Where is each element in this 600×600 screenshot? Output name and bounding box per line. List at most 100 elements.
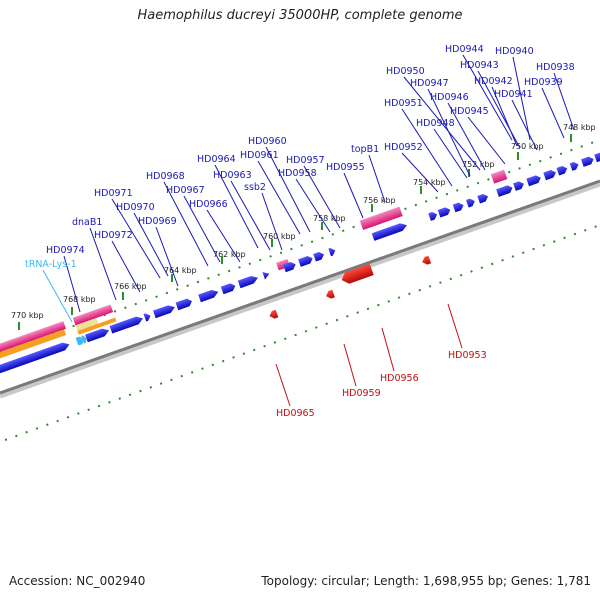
gene-label: HD0942	[474, 76, 513, 87]
gene-label-leader	[477, 70, 521, 149]
trna-label-leader	[42, 269, 73, 323]
gene-label: topB1	[351, 144, 379, 155]
gene-label: HD0967	[166, 185, 205, 196]
misc-feature	[490, 169, 508, 184]
gene-label-leader	[89, 227, 117, 301]
gene-label: dnaB1	[72, 217, 102, 228]
gene-label-leader	[214, 164, 259, 249]
reverse-gene-label-leader	[275, 363, 291, 407]
gene-label-leader	[553, 72, 575, 131]
cds-arrow	[543, 169, 556, 181]
backbone-shadow	[0, 181, 600, 399]
cds-arrow	[220, 283, 236, 295]
gene-label: HD0972	[94, 230, 133, 241]
cds-arrow	[371, 223, 407, 241]
gene-label: HD0958	[278, 168, 317, 179]
gene-label: HD0961	[240, 150, 279, 161]
gene-label-leader	[491, 86, 518, 147]
gene-label-leader	[261, 192, 283, 251]
gene-label-leader	[133, 212, 169, 277]
kbp-tick-label: 750 kbp	[511, 142, 544, 151]
gene-label-leader	[155, 226, 179, 287]
gene-label-leader	[63, 255, 81, 313]
reverse-cds-arrow	[269, 309, 279, 319]
reverse-cds-arrow	[422, 255, 432, 265]
gene-label-leader	[206, 209, 241, 263]
gene-label: HD0971	[94, 188, 133, 199]
cds-arrow	[237, 275, 259, 289]
gene-label: HD0939	[524, 77, 563, 88]
gene-label-leader	[303, 165, 341, 229]
gene-label: HD0944	[445, 44, 484, 55]
gene-label-leader	[462, 54, 513, 141]
kbp-tick-label: 760 kbp	[263, 232, 296, 241]
kbp-tick-label: 758 kbp	[313, 214, 346, 223]
kbp-tick-label: 756 kbp	[363, 196, 396, 205]
cds-arrow	[0, 342, 70, 375]
cds-arrow	[513, 181, 524, 191]
kbp-tick-label: 770 kbp	[11, 311, 44, 320]
gene-label: HD0948	[416, 118, 455, 129]
gene-label: HD0957	[286, 155, 325, 166]
cds-arrow	[298, 255, 313, 267]
gene-label: HD0951	[384, 98, 423, 109]
orange-feature	[0, 329, 67, 361]
cds-arrow	[85, 328, 110, 343]
cds-arrow	[452, 202, 464, 213]
feature-layer	[0, 151, 600, 375]
cds-arrow	[313, 251, 325, 262]
gene-label: HD0940	[495, 46, 534, 57]
gene-label-leader	[512, 56, 531, 141]
reverse-gene-label: HD0965	[276, 408, 315, 419]
map-title: Haemophilus ducreyi 35000HP, complete ge…	[137, 8, 463, 23]
cds-arrow	[262, 271, 270, 280]
kbp-tick-label: 768 kbp	[63, 295, 96, 304]
cds-arrow	[526, 175, 541, 187]
reverse-cds-arrow	[326, 289, 335, 299]
orange-feature	[77, 317, 117, 335]
cds-arrow	[496, 185, 513, 197]
reverse-gene-label: HD0956	[380, 373, 419, 384]
kbp-tick-label: 762 kbp	[213, 250, 246, 259]
gene-label-leader	[111, 198, 161, 279]
cds-arrow	[283, 261, 296, 273]
gene-label: HD0952	[384, 142, 423, 153]
gene-label: HD0955	[326, 162, 365, 173]
reverse-gene-label-leader	[447, 303, 463, 349]
gene-label: HD0970	[116, 202, 155, 213]
gene-label-leader	[401, 108, 453, 187]
gene-label: HD0960	[248, 136, 287, 147]
kbp-tick-label: 764 kbp	[164, 266, 197, 275]
cds-arrow	[437, 207, 451, 218]
gene-label-leader	[183, 195, 221, 263]
gene-label: HD0943	[460, 60, 499, 71]
cds-arrow	[175, 298, 193, 311]
reverse-gene-label-leader	[343, 343, 357, 387]
gene-label: ssb2	[244, 182, 266, 193]
gene-label: HD0945	[450, 106, 489, 117]
gene-label-leader	[511, 99, 538, 151]
kbp-tick-label: 752 kbp	[462, 160, 495, 169]
gene-label: HD0950	[386, 66, 425, 77]
gene-label-leader	[265, 146, 311, 233]
backbone	[0, 179, 600, 395]
gene-label-leader	[541, 87, 565, 139]
trna-label: tRNA-Lys-1	[25, 259, 77, 270]
cds-arrow	[569, 161, 579, 171]
cds-arrow	[152, 305, 176, 319]
label-layer: HD0944 HD0940 HD0943 HD0938 HD0950 HD0942 HD09…	[25, 44, 575, 419]
gene-label-leader	[230, 180, 271, 251]
gene-label: HD0941	[494, 89, 533, 100]
trna-arrow	[75, 336, 85, 346]
cds-arrow	[198, 289, 219, 303]
cds-arrow	[477, 193, 489, 204]
summary-text: Topology: circular; Length: 1,698,955 bp…	[261, 574, 591, 588]
gene-label: HD0963	[213, 170, 252, 181]
cds-arrow	[328, 247, 336, 257]
gene-label-leader	[111, 240, 141, 293]
cds-arrow	[143, 313, 151, 322]
reverse-cds-arrow	[341, 263, 374, 284]
misc-feature	[0, 321, 66, 356]
kbp-tick-label: 748 kbp	[563, 123, 596, 132]
